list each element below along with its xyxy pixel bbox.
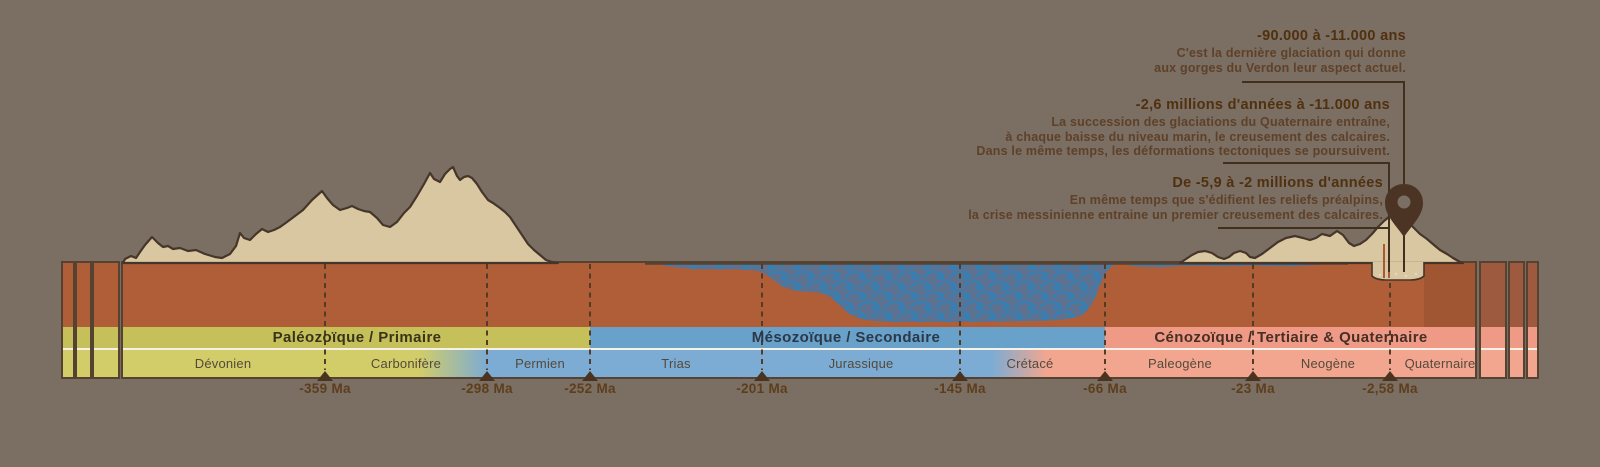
- period-segment: [1390, 350, 1475, 377]
- annotation-quaternary-glaciations: -2,6 millions d'années à -11.000 ans La …: [976, 97, 1390, 159]
- gorge-speckle: [1404, 274, 1408, 278]
- annotation-line: C'est la dernière glaciation qui donne: [1176, 46, 1406, 60]
- boundary-arrow: [1097, 371, 1113, 381]
- strata-edge-bar: [1508, 261, 1525, 379]
- annotation-last-glaciation: -90.000 à -11.000 ans C'est la dernière …: [1154, 28, 1406, 75]
- gorge-speckle: [1414, 272, 1418, 276]
- left-mountain-terrain: [121, 165, 560, 265]
- boundary-arrow: [582, 371, 598, 381]
- boundary-arrow: [754, 371, 770, 381]
- right-hill-terrain: [1178, 212, 1465, 265]
- period-segment: [325, 350, 487, 377]
- period-segment: [487, 350, 590, 377]
- annotation-title: -90.000 à -11.000 ans: [1257, 28, 1406, 44]
- era-segment: [1105, 327, 1475, 348]
- boundary-arrow: [1382, 371, 1398, 381]
- gorge-notch: [1371, 262, 1425, 281]
- annotation-title: -2,6 millions d'années à -11.000 ans: [1135, 97, 1390, 113]
- sea-basin: [653, 263, 1345, 322]
- annotation-line: En même temps que s'édifient les reliefs…: [1069, 193, 1383, 207]
- annotation-line: la crise messinienne entraine un premier…: [968, 207, 1383, 222]
- strata-edge-bar: [1479, 261, 1507, 379]
- strata-edge-bar: [75, 261, 92, 379]
- period-segment: [1253, 350, 1390, 377]
- period-segment: [123, 350, 325, 377]
- period-segment: [590, 350, 762, 377]
- annotation-title: De -5,9 à -2 millions d'années: [1172, 175, 1383, 191]
- boundary-arrow: [317, 371, 333, 381]
- period-segment: [960, 350, 1105, 377]
- era-band: [123, 327, 1475, 348]
- gorge-speckle: [1378, 273, 1382, 277]
- map-pin-icon[interactable]: [1385, 184, 1423, 237]
- annotation-messinian-crisis: De -5,9 à -2 millions d'années En même t…: [968, 175, 1383, 222]
- strata-edge-bar: [61, 261, 75, 379]
- strata-edge-bar: [92, 261, 120, 379]
- annotation-line: à chaque baisse du niveau marin, le creu…: [1005, 129, 1390, 144]
- boundary-arrow: [952, 371, 968, 381]
- annotation-line: Dans le même temps, les déformations tec…: [976, 144, 1390, 158]
- boundary-arrow: [1245, 371, 1261, 381]
- period-segment: [762, 350, 960, 377]
- era-segment: [590, 327, 1105, 348]
- annotation-line: La succession des glaciations du Quatern…: [1051, 115, 1390, 129]
- boundary-arrow: [479, 371, 495, 381]
- bedrock-shading: [1424, 263, 1475, 327]
- period-band: [123, 350, 1475, 377]
- annotation-connector-2: [1223, 162, 1390, 272]
- period-segment: [1105, 350, 1253, 377]
- era-segment: [123, 327, 590, 348]
- annotation-line: aux gorges du Verdon leur aspect actuel.: [1154, 60, 1406, 75]
- band-separator-line: [123, 348, 1475, 350]
- gorge-speckle: [1394, 272, 1398, 276]
- strata-edge-bar: [1526, 261, 1539, 379]
